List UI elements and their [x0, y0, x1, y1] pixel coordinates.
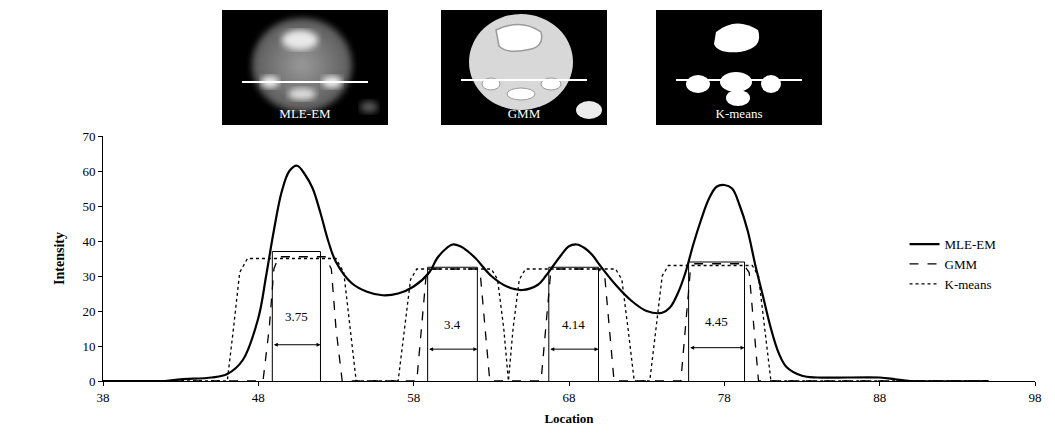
svg-text:GMM: GMM: [945, 257, 978, 272]
svg-text:4.45: 4.45: [705, 314, 728, 329]
svg-text:40: 40: [82, 234, 95, 249]
svg-text:4.14: 4.14: [562, 317, 585, 332]
svg-text:Location: Location: [544, 411, 594, 426]
svg-text:98: 98: [1029, 390, 1042, 405]
svg-text:3.4: 3.4: [444, 317, 461, 332]
svg-text:10: 10: [82, 339, 95, 354]
svg-text:88: 88: [873, 390, 886, 405]
svg-text:30: 30: [82, 269, 95, 284]
svg-text:58: 58: [407, 390, 420, 405]
svg-text:68: 68: [563, 390, 576, 405]
svg-text:K-means: K-means: [945, 277, 992, 292]
svg-text:78: 78: [718, 390, 731, 405]
svg-text:20: 20: [82, 304, 95, 319]
svg-text:Intensity: Intensity: [52, 232, 67, 285]
svg-text:38: 38: [97, 390, 110, 405]
html-text:GMM: GMM: [507, 106, 541, 121]
svg-text:MLE-EM: MLE-EM: [945, 237, 997, 252]
svg-text:3.75: 3.75: [285, 309, 308, 324]
svg-text:70: 70: [82, 129, 95, 144]
html-text:K-means: K-means: [715, 106, 763, 121]
html-text:MLE-EM: MLE-EM: [279, 106, 331, 121]
svg-text:0: 0: [89, 374, 96, 389]
svg-text:60: 60: [82, 164, 95, 179]
svg-text:48: 48: [252, 390, 265, 405]
svg-text:50: 50: [82, 199, 95, 214]
